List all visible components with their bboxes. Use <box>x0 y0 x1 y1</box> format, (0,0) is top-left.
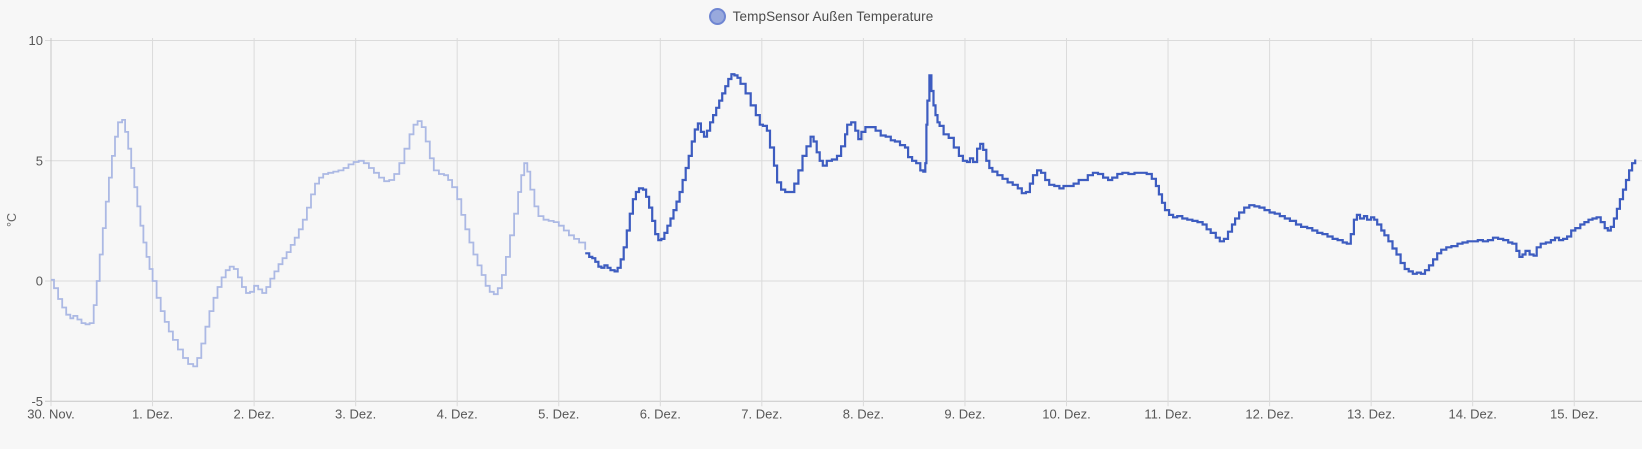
series-line-current <box>585 73 1637 275</box>
x-tick-label: 12. Dez. <box>1245 406 1293 421</box>
x-tick-label: 15. Dez. <box>1550 406 1598 421</box>
x-tick-label: 4. Dez. <box>437 406 478 421</box>
y-tick-label: 0 <box>36 274 43 289</box>
chart-legend[interactable]: TempSensor Außen Temperature <box>0 6 1642 26</box>
x-tick-label: 6. Dez. <box>640 406 681 421</box>
x-tick-label: 7. Dez. <box>741 406 782 421</box>
x-tick-label: 3. Dez. <box>335 406 376 421</box>
y-tick-label: -5 <box>31 394 43 409</box>
x-tick-label: 9. Dez. <box>944 406 985 421</box>
y-axis-unit-label: °C <box>5 213 19 227</box>
x-tick-label: 1. Dez. <box>132 406 173 421</box>
x-tick-label: 30. Nov. <box>27 406 74 421</box>
x-tick-label: 5. Dez. <box>538 406 579 421</box>
series-line-earlier <box>51 119 587 368</box>
plot-area[interactable] <box>51 38 1642 401</box>
x-tick-label: 8. Dez. <box>843 406 884 421</box>
legend-series-label: TempSensor Außen Temperature <box>732 8 934 24</box>
x-tick-label: 11. Dez. <box>1144 406 1191 421</box>
x-tick-label: 13. Dez. <box>1347 406 1395 421</box>
x-tick-label: 2. Dez. <box>234 406 275 421</box>
x-tick-label: 14. Dez. <box>1448 406 1496 421</box>
series-marker-icon <box>708 7 726 25</box>
y-tick-label: 10 <box>29 33 43 48</box>
y-tick-label: 5 <box>36 153 43 168</box>
x-tick-label: 10. Dez. <box>1042 406 1090 421</box>
